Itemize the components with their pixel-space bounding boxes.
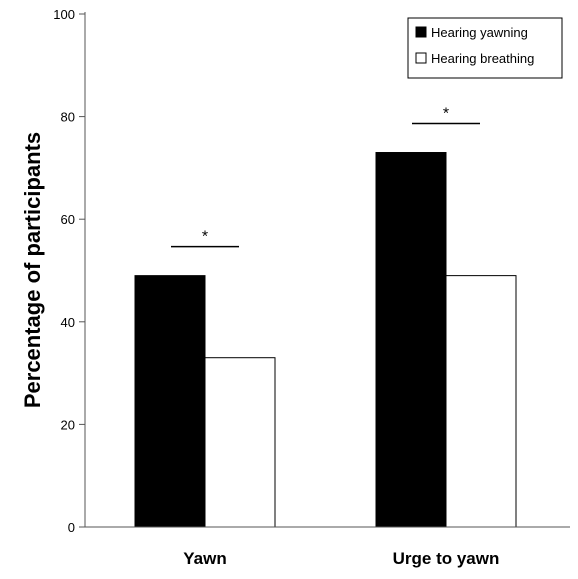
legend-swatch <box>415 26 427 38</box>
legend-label: Hearing breathing <box>431 51 534 66</box>
bar-hearing-yawning-urge-to-yawn <box>375 152 447 528</box>
legend: Hearing yawning Hearing breathing <box>407 17 563 79</box>
significance-asterisk: * <box>202 229 208 246</box>
y-tick-label: 60 <box>61 212 75 227</box>
y-tick-label: 0 <box>68 520 75 535</box>
x-axis-category-labels: Yawn Urge to yawn <box>183 549 499 568</box>
y-tick-label: 100 <box>53 7 75 22</box>
y-tick-label: 80 <box>61 110 75 125</box>
category-label: Yawn <box>183 549 226 568</box>
y-axis-title: Percentage of participants <box>20 132 45 408</box>
y-tick-label: 20 <box>61 417 75 432</box>
category-label: Urge to yawn <box>393 549 500 568</box>
bars <box>134 152 517 528</box>
significance-marks: ** <box>171 106 480 248</box>
y-tick-label: 40 <box>61 315 75 330</box>
y-axis-ticks: 0 20 40 60 80 100 <box>53 7 85 535</box>
legend-box <box>407 17 563 79</box>
bar-hearing-breathing-yawn <box>204 357 276 528</box>
bar-hearing-breathing-urge-to-yawn <box>445 275 517 528</box>
significance-asterisk: * <box>443 106 449 123</box>
legend-label: Hearing yawning <box>431 25 528 40</box>
legend-swatch <box>415 52 427 64</box>
bar-hearing-yawning-yawn <box>134 275 206 528</box>
